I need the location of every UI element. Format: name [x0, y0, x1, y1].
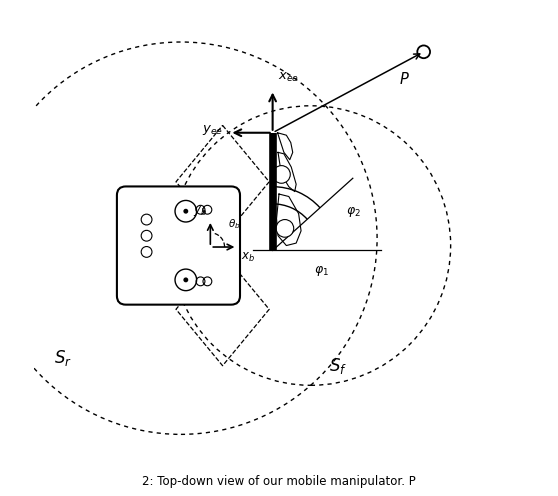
Text: $\varphi_1$: $\varphi_1$	[314, 263, 329, 278]
FancyBboxPatch shape	[117, 186, 240, 305]
Circle shape	[184, 277, 188, 282]
Text: $S_f$: $S_f$	[329, 356, 347, 375]
Text: $S_r$: $S_r$	[54, 348, 72, 369]
Text: $y_b$: $y_b$	[193, 203, 207, 218]
Text: $x_{ee}$: $x_{ee}$	[277, 70, 299, 84]
Circle shape	[273, 166, 290, 183]
Circle shape	[276, 220, 294, 237]
Text: $\theta_b$: $\theta_b$	[228, 218, 240, 231]
Circle shape	[184, 209, 188, 214]
Text: $y_{ee}$: $y_{ee}$	[203, 123, 224, 137]
Text: $x_b$: $x_b$	[240, 250, 255, 263]
Text: $P$: $P$	[398, 71, 410, 87]
Text: 2: Top-down view of our mobile manipulator. P: 2: Top-down view of our mobile manipulat…	[142, 475, 416, 489]
Text: $\varphi_2$: $\varphi_2$	[346, 205, 361, 219]
